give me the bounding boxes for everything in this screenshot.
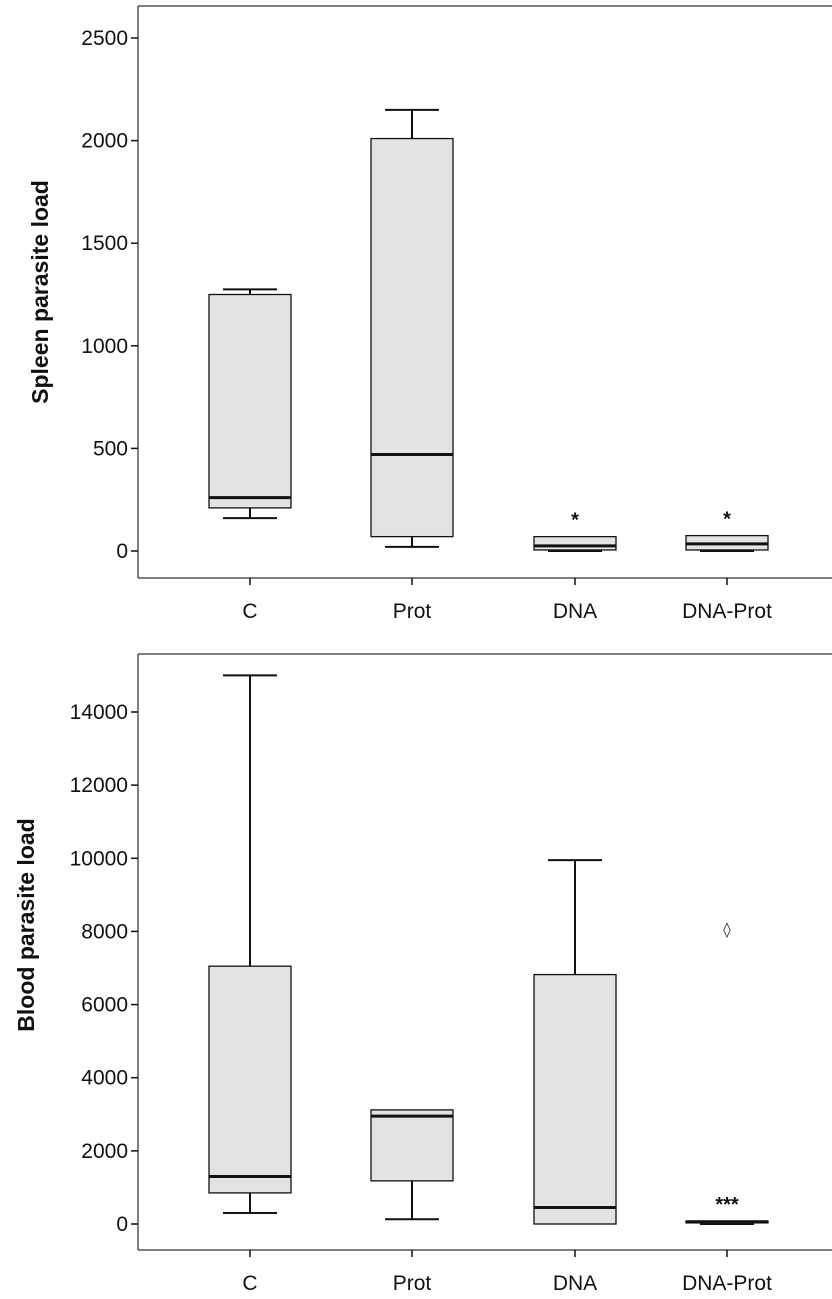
blood-y-axis-title: Blood parasite load [13, 818, 39, 1031]
blood-outlier-marker: ◊ [723, 921, 731, 939]
blood-x-tick-label: DNA [553, 1272, 597, 1295]
blood-parasite-load-chart: 0 2000 4000 6000 8000 10000 12000 14000 Blood pa… [13, 653, 832, 1295]
spleen-x-tick-label: C [242, 600, 257, 623]
blood-box-1 [370, 1109, 454, 1221]
spleen-y-tick-label: 1000 [81, 335, 128, 358]
blood-x-tick-label: Prot [393, 1272, 432, 1295]
spleen-y-tick-label: 2000 [81, 130, 128, 153]
iqr-box [533, 535, 617, 551]
blood-y-tick-label: 6000 [81, 994, 128, 1017]
spleen-y-tick-label: 500 [93, 437, 128, 460]
blood-y-tick-label: 12000 [70, 774, 128, 797]
blood-y-tick-label: 14000 [70, 701, 128, 724]
iqr-box [370, 1109, 454, 1182]
spleen-box-1 [370, 108, 454, 548]
blood-box-0 [208, 674, 292, 1215]
blood-box-3 [685, 1220, 769, 1225]
blood-y-tick-label: 10000 [70, 847, 128, 870]
spleen-y-tick-label: 0 [116, 540, 128, 563]
spleen-parasite-load-chart: 0 500 1000 1500 2000 2500 Spleen parasite load… [27, 5, 832, 623]
spleen-box-3 [685, 534, 769, 552]
spleen-box-0 [208, 288, 292, 520]
spleen-x-tick-label: Prot [393, 600, 432, 623]
iqr-box [533, 973, 617, 1225]
spleen-y-axis-title: Spleen parasite load [27, 180, 53, 404]
iqr-box [208, 293, 292, 509]
blood-y-tick-label: 8000 [81, 920, 128, 943]
iqr-box [370, 137, 454, 538]
blood-x-tick-label: C [242, 1272, 257, 1295]
blood-box-2 [533, 859, 617, 1225]
blood-y-tick-label: 4000 [81, 1067, 128, 1090]
iqr-box [208, 965, 292, 1194]
blood-y-tick-label: 2000 [81, 1140, 128, 1163]
spleen-box-2 [533, 535, 617, 552]
spleen-y-tick-label: 1500 [81, 232, 128, 255]
spleen-x-tick-label: DNA [553, 600, 597, 623]
blood-x-tick-label: DNA-Prot [682, 1272, 772, 1295]
blood-y-tick-label: 0 [116, 1213, 128, 1236]
spleen-significance-mark: * [723, 509, 731, 531]
spleen-significance-mark: * [571, 510, 579, 532]
blood-significance-mark: *** [715, 1194, 739, 1216]
spleen-x-tick-label: DNA-Prot [682, 600, 772, 623]
spleen-y-tick-label: 2500 [81, 27, 128, 50]
